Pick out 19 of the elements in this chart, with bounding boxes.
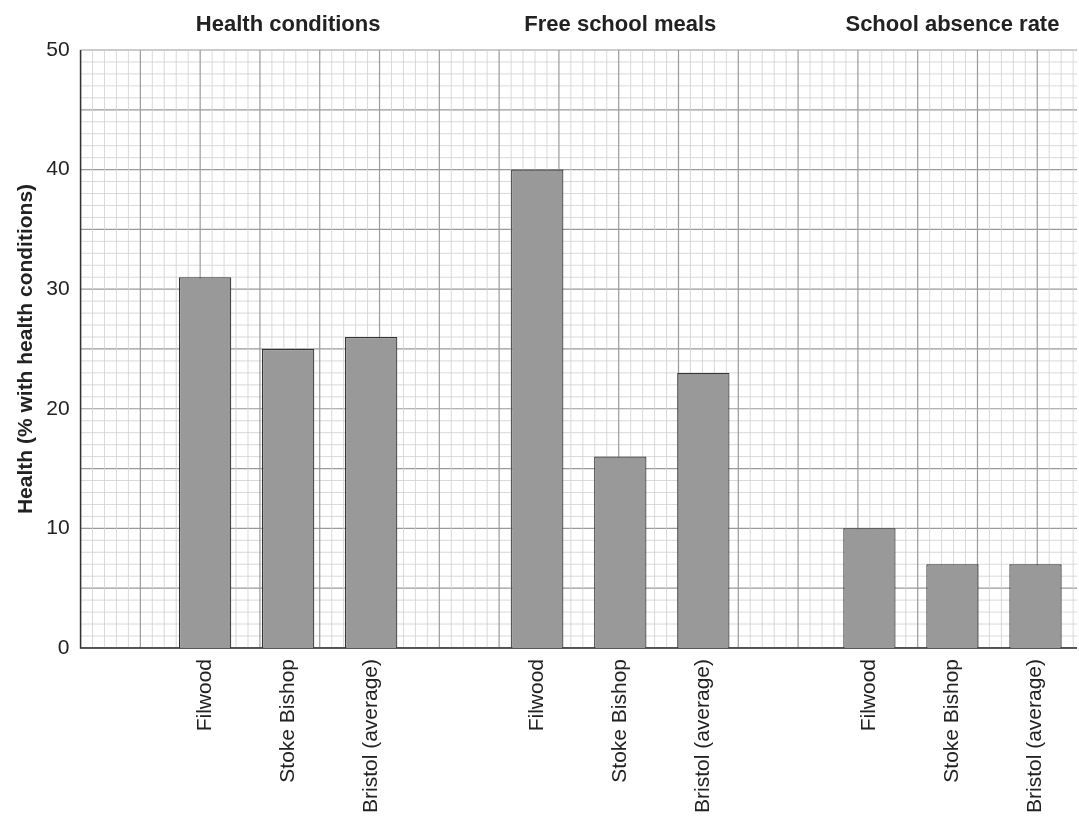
y-axis-title: Health (% with health conditions) — [13, 183, 37, 515]
x-tick-label: Stoke Bishop — [607, 658, 631, 783]
text: Free school meals — [524, 11, 717, 37]
text: Health conditions — [195, 11, 381, 37]
y-tick-label: 40 — [46, 156, 70, 180]
y-tick-label: 0 — [57, 634, 70, 658]
y-tick-label: 10 — [46, 515, 70, 539]
text: School absence rate — [845, 11, 1060, 37]
x-tick-label: Bristol (average) — [357, 658, 381, 814]
x-tick-label: Bristol (average) — [690, 658, 714, 814]
y-tick-label: 50 — [46, 36, 70, 60]
y-tick-label: 30 — [46, 275, 70, 299]
x-tick-label: Filwood — [191, 658, 215, 732]
x-tick-label: Filwood — [524, 658, 548, 732]
x-tick-label: Stoke Bishop — [274, 658, 298, 783]
y-tick-label: 20 — [46, 395, 70, 419]
x-tick-label: Stoke Bishop — [939, 658, 963, 783]
x-tick-label: Filwood — [856, 658, 880, 732]
x-tick-label: Bristol (average) — [1022, 658, 1046, 814]
